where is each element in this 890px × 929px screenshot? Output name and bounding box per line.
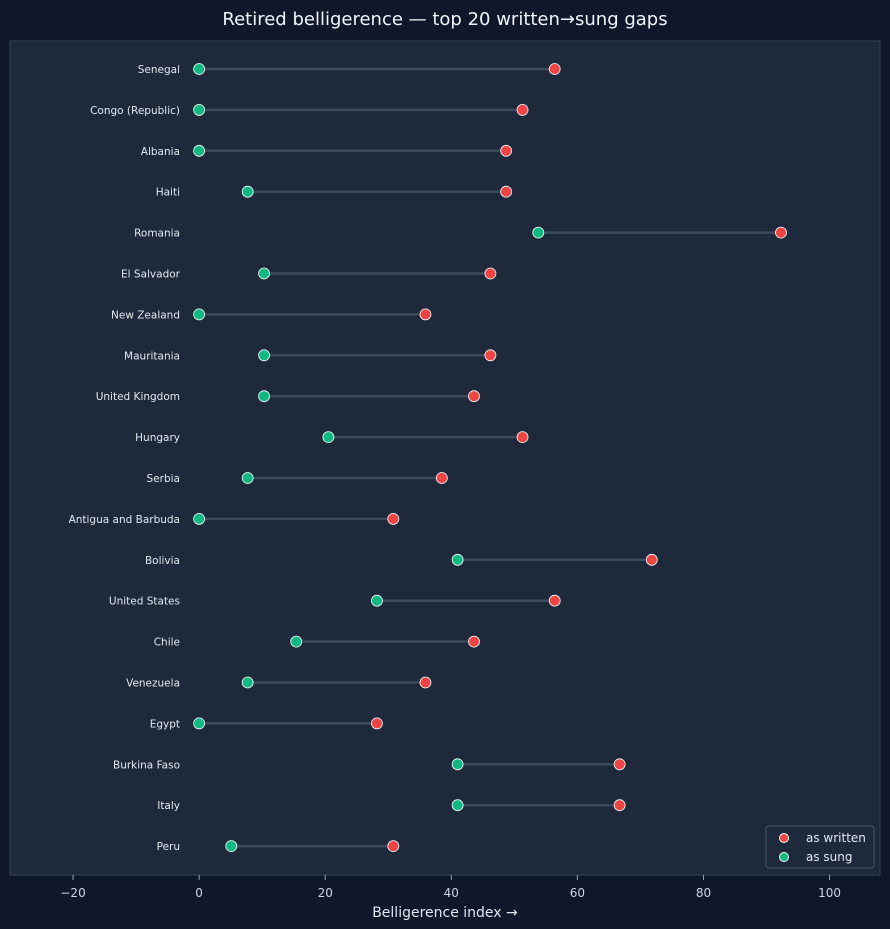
row-13: United States — [109, 594, 561, 608]
country-label: Peru — [157, 841, 180, 853]
country-label: Venezuela — [126, 678, 180, 690]
sung-point — [258, 349, 270, 362]
sung-point — [532, 226, 545, 239]
sung-point — [193, 513, 206, 525]
country-label: Antigua and Barbuda — [69, 514, 180, 526]
country-label: Congo (Republic) — [90, 105, 180, 117]
country-label: Bolivia — [145, 555, 180, 567]
rows-layer: Senegal Congo (Republic) Albania Haiti Roman… — [69, 63, 787, 853]
row-6: New Zealand — [111, 308, 432, 321]
country-label: Albania — [141, 146, 180, 158]
written-point — [645, 553, 658, 566]
written-point — [419, 308, 432, 321]
row-8: United Kingdom — [96, 390, 480, 403]
row-15: Venezuela — [126, 676, 432, 690]
row-14: Chile — [154, 635, 480, 649]
written-point — [500, 185, 513, 198]
country-label: Romania — [134, 228, 180, 240]
written-point — [516, 431, 529, 444]
country-label: Hungary — [135, 432, 180, 444]
sung-point — [241, 472, 254, 484]
sung-point — [290, 635, 303, 648]
legend-marker-as-sung — [779, 852, 789, 862]
written-point — [548, 63, 561, 75]
legend-box — [765, 825, 875, 869]
written-point — [468, 390, 480, 403]
country-label: El Salvador — [121, 269, 181, 281]
country-label: Egypt — [150, 718, 180, 730]
written-point — [613, 799, 626, 812]
legend-label-as-sung: as sung — [806, 850, 853, 864]
written-point — [371, 717, 383, 730]
row-2: Albania — [141, 144, 513, 158]
written-point — [387, 840, 400, 852]
written-point — [484, 267, 497, 280]
sung-point — [322, 431, 335, 444]
sung-point — [241, 185, 254, 198]
row-11: Antigua and Barbuda — [69, 513, 400, 526]
written-point — [500, 144, 513, 157]
row-4: Romania — [134, 226, 787, 240]
row-3: Haiti — [156, 185, 513, 199]
sung-point — [451, 758, 464, 771]
sung-point — [258, 390, 270, 403]
written-point — [387, 513, 400, 525]
written-point — [468, 635, 480, 648]
country-label: United Kingdom — [96, 391, 180, 403]
written-point — [548, 594, 561, 607]
row-9: Hungary — [135, 431, 529, 444]
plot-area — [9, 40, 881, 876]
row-1: Congo (Republic) — [90, 104, 529, 117]
row-5: El Salvador — [121, 267, 497, 281]
row-7: Mauritania — [124, 349, 497, 362]
legend-label-as-written: as written — [806, 831, 866, 845]
country-label: United States — [109, 596, 180, 608]
x-tick-label: 80 — [696, 886, 711, 900]
country-label: Haiti — [156, 187, 180, 199]
x-axis: −20 0 20 40 60 80 100 — [60, 875, 841, 900]
written-point — [419, 676, 432, 689]
country-label: Italy — [157, 800, 180, 812]
written-point — [516, 104, 529, 116]
sung-point — [451, 799, 464, 812]
country-label: Mauritania — [124, 350, 180, 362]
legend-marker-as-written — [779, 833, 789, 843]
country-label: Serbia — [147, 473, 180, 485]
row-16: Egypt — [150, 717, 383, 730]
x-tick-label: 0 — [195, 886, 203, 900]
sung-point — [225, 840, 238, 852]
x-axis-label: Belligerence index → — [372, 905, 518, 921]
x-tick-label: 100 — [818, 886, 841, 900]
sung-point — [371, 594, 383, 607]
country-label: Burkina Faso — [113, 759, 180, 771]
row-19: Peru — [157, 840, 400, 853]
written-point — [613, 758, 626, 771]
sung-point — [258, 267, 270, 280]
sung-point — [193, 308, 206, 321]
x-tick-label: 20 — [318, 886, 333, 900]
sung-point — [193, 104, 206, 116]
row-10: Serbia — [147, 472, 448, 485]
country-label: Senegal — [138, 64, 180, 76]
row-0: Senegal — [138, 63, 561, 76]
x-tick-label: 60 — [570, 886, 585, 900]
sung-point — [193, 63, 206, 75]
legend: as written as sung — [765, 825, 875, 869]
row-12: Bolivia — [145, 553, 658, 567]
country-label: Chile — [154, 637, 180, 649]
country-label: New Zealand — [111, 309, 180, 321]
row-18: Italy — [157, 799, 626, 812]
sung-point — [193, 717, 206, 730]
sung-point — [193, 144, 206, 157]
x-tick-label: 40 — [444, 886, 459, 900]
written-point — [484, 349, 497, 362]
sung-point — [241, 676, 254, 689]
row-17: Burkina Faso — [113, 758, 626, 771]
chart-title: Retired belligerence — top 20 written→su… — [222, 9, 667, 30]
written-point — [435, 472, 448, 484]
sung-point — [451, 553, 464, 566]
written-point — [775, 226, 787, 239]
x-tick-label: −20 — [60, 886, 85, 900]
